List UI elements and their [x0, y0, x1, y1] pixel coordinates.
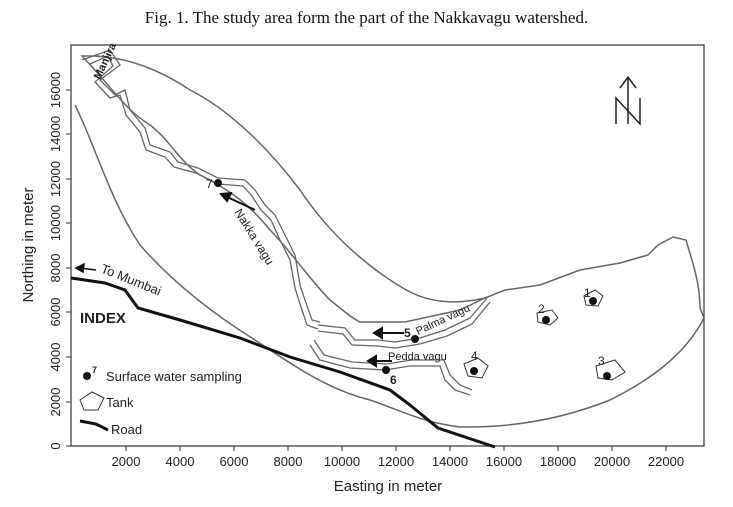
legend-road-icon — [79, 419, 109, 432]
y-tick-label: 16000 — [48, 72, 63, 108]
site-label: 2 — [538, 302, 545, 316]
y-tick-label: 10000 — [48, 205, 63, 241]
x-tick-label: 12000 — [378, 454, 414, 469]
x-tick-label: 6000 — [220, 454, 249, 469]
y-tick-label: 6000 — [48, 298, 63, 327]
flow-arrow-icon — [366, 354, 392, 368]
nakka-vagu-label: Nakka vagu — [231, 206, 276, 267]
legend-sampling-number: 7 — [92, 365, 97, 375]
to-mumbai-label: To Mumbai — [99, 261, 164, 299]
x-tick-label: 4000 — [166, 454, 195, 469]
sampling-point — [214, 179, 222, 187]
x-axis-title: Easting in meter — [334, 478, 442, 495]
sampling-point — [603, 372, 611, 380]
y-tick-marks — [66, 89, 71, 447]
x-tick-marks — [125, 446, 667, 451]
north-arrow-icon — [615, 75, 641, 126]
manjira-river — [89, 55, 319, 330]
sampling-point — [411, 335, 419, 343]
x-tick-label: 10000 — [324, 454, 360, 469]
palma-vagu-stream — [317, 301, 491, 349]
palma-vagu-label: Palma vagu — [414, 302, 472, 337]
sampling-point — [589, 297, 597, 305]
legend-road-text: Road — [111, 422, 142, 437]
site-label: 5 — [404, 326, 411, 340]
y-tick-label: 4000 — [48, 343, 63, 372]
sampling-point — [542, 316, 550, 324]
pedda-vagu-stream — [309, 344, 471, 396]
legend-sampling-text: Surface water sampling — [106, 369, 242, 384]
pedda-vagu-stream — [313, 339, 473, 391]
y-axis-title: Northing in meter — [20, 187, 37, 302]
x-tick-label: 20000 — [594, 454, 630, 469]
x-tick-label: 14000 — [432, 454, 468, 469]
legend-tank-icon — [79, 391, 105, 411]
manjira-river — [81, 49, 321, 323]
x-tick-label: 2000 — [112, 454, 141, 469]
site-label: 1 — [584, 286, 591, 300]
pedda-vagu-label: Pedda vagu — [388, 351, 447, 363]
y-tick-label: 2000 — [48, 388, 63, 417]
site-label: 3 — [598, 354, 605, 368]
road-line — [70, 276, 496, 449]
flow-arrow-icon — [372, 326, 404, 340]
index-label: INDEX — [80, 310, 126, 327]
x-tick-label: 18000 — [540, 454, 576, 469]
legend-sampling-icon — [83, 372, 91, 380]
palma-vagu-stream — [317, 297, 488, 343]
map-frame — [70, 44, 705, 447]
flow-arrow-icon — [74, 262, 97, 274]
y-tick-label: 8000 — [48, 254, 63, 283]
x-tick-label: 8000 — [274, 454, 303, 469]
y-tick-label: 14000 — [48, 116, 63, 152]
site-label: 7 — [206, 177, 213, 191]
site-label: 6 — [390, 373, 397, 387]
site-label: 4 — [471, 349, 478, 363]
flow-arrow-icon — [218, 191, 256, 211]
x-tick-label: 22000 — [648, 454, 684, 469]
y-tick-label: 12000 — [48, 161, 63, 197]
sampling-point — [470, 367, 478, 375]
legend-tank-text: Tank — [106, 395, 134, 410]
sampling-point — [382, 366, 390, 374]
figure-caption: Fig. 1. The study area form the part of … — [144, 8, 589, 27]
x-tick-label: 16000 — [486, 454, 522, 469]
y-tick-label: 0 — [48, 442, 63, 449]
